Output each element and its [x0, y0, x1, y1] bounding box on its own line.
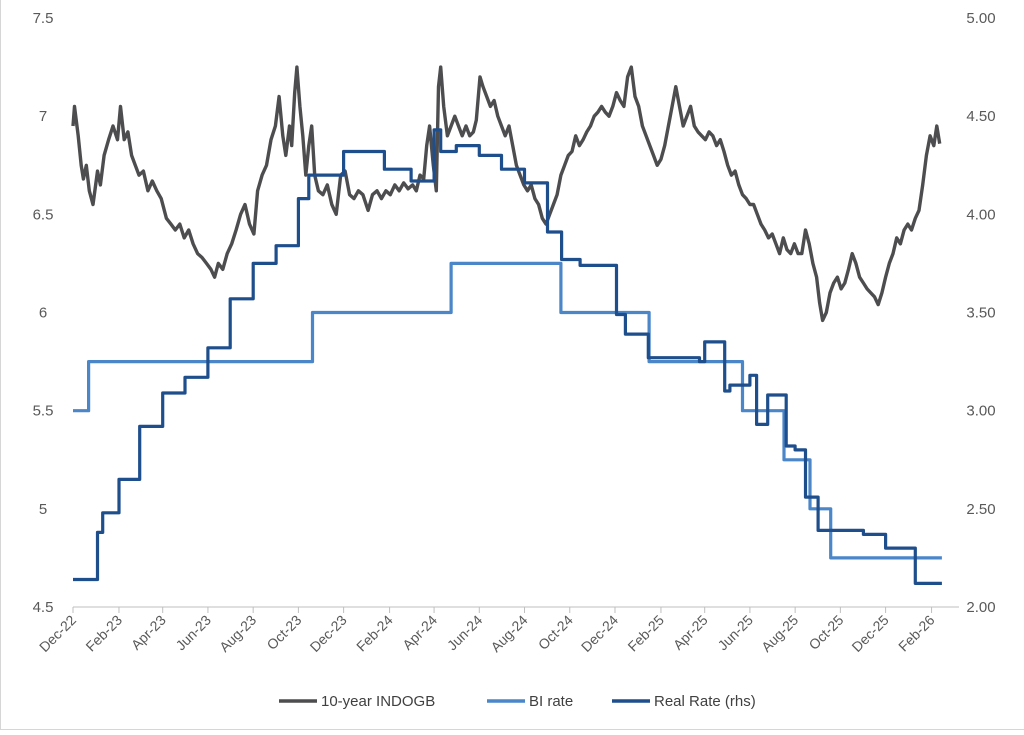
x-tick-label: Dec-23 — [307, 612, 350, 655]
x-tick-label: Jun-23 — [172, 612, 214, 654]
x-tick-label: Jun-24 — [444, 612, 486, 654]
y-left-tick-label: 4.5 — [33, 599, 54, 616]
x-tick-label: Apr-24 — [399, 612, 440, 653]
x-tick-label: Aug-23 — [216, 612, 259, 655]
x-tick-label: Feb-26 — [895, 612, 938, 655]
y-left-tick-label: 5 — [39, 501, 47, 518]
legend-label: BI rate — [529, 693, 573, 710]
series-line-10-year-indogb — [71, 65, 942, 323]
legend-label: Real Rate (rhs) — [654, 693, 756, 710]
y-right-tick-label: 4.00 — [966, 206, 995, 223]
y-right-tick-label: 3.50 — [966, 305, 995, 322]
x-tick-label: Apr-25 — [670, 612, 711, 653]
x-tick-label: Jun-25 — [714, 612, 756, 654]
x-tick-label: Feb-24 — [353, 612, 396, 655]
y-left-tick-label: 5.5 — [33, 403, 54, 420]
y-right-tick-label: 3.00 — [966, 403, 995, 420]
series-line-real-rate-rhs — [73, 128, 942, 585]
x-tick-label: Dec-22 — [36, 612, 79, 655]
series-layer — [71, 65, 942, 585]
x-tick-label: Oct-25 — [805, 612, 846, 653]
y-right-tick-label: 4.50 — [966, 108, 995, 125]
y-left-tick-label: 7 — [39, 108, 47, 125]
legend: 10-year INDOGB BI rate Real Rate (rhs) — [279, 693, 756, 710]
y-right-tick-label: 2.50 — [966, 501, 995, 518]
x-tick-label: Apr-23 — [128, 612, 169, 653]
legend-label: 10-year INDOGB — [321, 693, 435, 710]
y-right-tick-label: 2.00 — [966, 599, 995, 616]
x-tick-label: Dec-24 — [578, 612, 621, 655]
x-tick-label: Feb-23 — [82, 612, 125, 655]
x-tick-label: Oct-23 — [263, 612, 304, 653]
x-tick-label: Dec-25 — [848, 612, 891, 655]
x-tick-label: Oct-24 — [535, 612, 576, 653]
x-tick-label: Aug-24 — [487, 612, 530, 655]
y-left-tick-label: 7.5 — [33, 10, 54, 27]
y-left-tick-label: 6.5 — [33, 206, 54, 223]
y-left-tick-label: 6 — [39, 305, 47, 322]
x-tick-label: Aug-25 — [758, 612, 801, 655]
y-right-tick-label: 5.00 — [966, 10, 995, 27]
series-line-bi-rate — [73, 261, 942, 560]
x-tick-label: Feb-25 — [624, 612, 667, 655]
